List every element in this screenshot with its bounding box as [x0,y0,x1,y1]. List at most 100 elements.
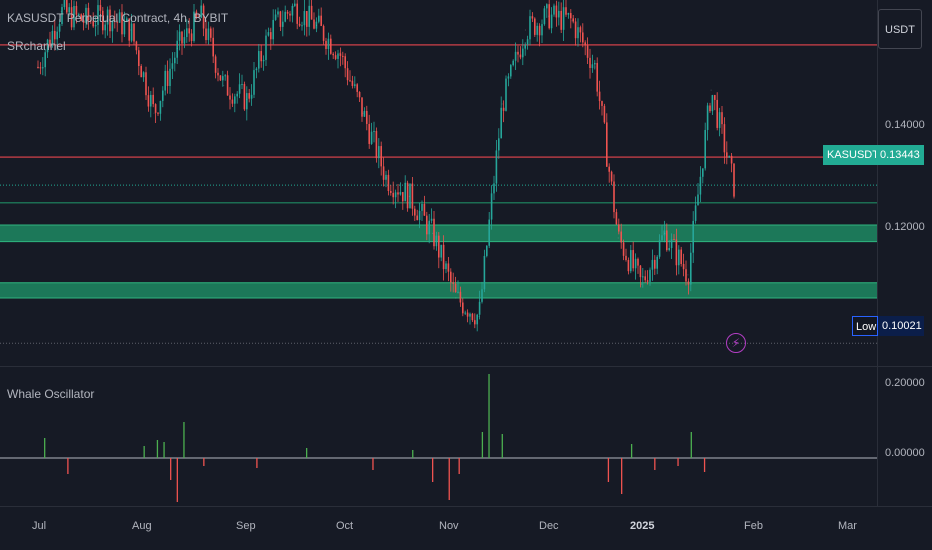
price-point-29 [710,89,712,91]
candle-body [361,97,363,117]
price-point-6 [176,47,178,50]
candle-body [543,8,546,25]
candle-body [452,282,454,284]
candle-body [80,14,82,21]
candle-body [618,224,620,232]
price-point-18 [455,297,457,299]
candle-body [92,20,94,27]
candle-body [176,40,178,58]
oscillator-bar-8 [203,458,205,466]
candle-body [718,112,721,128]
candle-body [267,32,270,36]
candle-body [488,219,490,246]
candle-body [262,59,265,62]
candle-body [126,18,128,22]
y-tick-0-14: 0.14000 [885,119,925,131]
low-value-label: 0.10021 [878,316,924,336]
candle-body [78,14,80,16]
x-tick-feb: Feb [744,520,763,532]
oscillator-bar-21 [630,444,633,458]
oscillator-bar-12 [412,450,414,458]
candle-body [507,76,510,79]
candle-body [678,249,680,266]
candle-body [658,240,661,257]
candle-body [296,3,298,24]
currency-button[interactable]: USDT [878,9,922,49]
candle-body [61,7,63,25]
candle-body [306,11,308,27]
candle-body [82,20,85,23]
candle-body [274,14,277,20]
osc-y-tick-0-2: 0.20000 [885,377,925,389]
candle-body [183,37,186,44]
price-point-15 [385,177,387,179]
candle-body [694,205,697,221]
price-point-0 [37,66,39,68]
candle-body [205,28,207,41]
candle-body [409,183,411,209]
oscillator-bar-20 [621,458,623,494]
candle-body [649,269,651,282]
candle-body [721,112,723,125]
candle-body [416,215,418,221]
candle-body [106,9,109,25]
candle-body [438,235,440,258]
candle-body [318,15,320,22]
candle-body [476,314,478,325]
candle-body [358,91,361,98]
candle-body [349,80,351,82]
candle-body [610,171,613,182]
candle-body [234,96,236,104]
candle-body [174,57,176,64]
candle-body [102,10,104,31]
price-point-28 [687,274,689,276]
oscillator-bar-0 [44,438,46,458]
oscillator-bar-10 [305,448,308,458]
candle-body [289,13,291,16]
candle-body [85,7,87,23]
candle-body [423,203,426,216]
price-point-9 [246,98,248,100]
candle-body [733,163,735,197]
candle-body [728,155,730,158]
price-point-17 [432,232,434,234]
price-point-20 [501,103,503,105]
candle-body [142,72,145,78]
candle-body [442,244,445,270]
candle-body [210,28,212,38]
candle-body [522,48,524,58]
candle-body [94,24,97,27]
candle-body [430,218,433,221]
candle-body [397,192,399,195]
price-point-1 [60,10,62,13]
oscillator-bar-23 [677,458,679,466]
lightning-bolt-icon[interactable]: ⚡ [726,333,746,353]
candle-body [123,21,126,35]
candle-body [171,63,174,69]
low-label: Low [852,316,878,336]
candle-body [500,107,502,139]
candle-body [519,54,522,58]
chart-title: KASUSDT Perpetual Contract, 4h, BYBIT [7,11,229,25]
candle-body [284,11,286,22]
price-point-30 [733,186,735,188]
candle-body [726,152,728,158]
candle-body [668,248,670,251]
candle-body [37,66,39,68]
price-point-16 [408,195,410,197]
candle-body [406,182,409,209]
candle-body [375,131,378,159]
price-point-24 [594,66,596,68]
price-point-8 [223,84,225,87]
candle-body [339,53,342,56]
candle-body [186,28,188,38]
candle-body [404,182,406,202]
candle-body [325,40,327,49]
candle-body [613,181,615,213]
whale-oscillator-label: Whale Oscillator [7,387,95,401]
candle-body [73,5,75,28]
candle-body [255,68,258,71]
candle-body [248,93,250,99]
candle-body [399,192,402,195]
